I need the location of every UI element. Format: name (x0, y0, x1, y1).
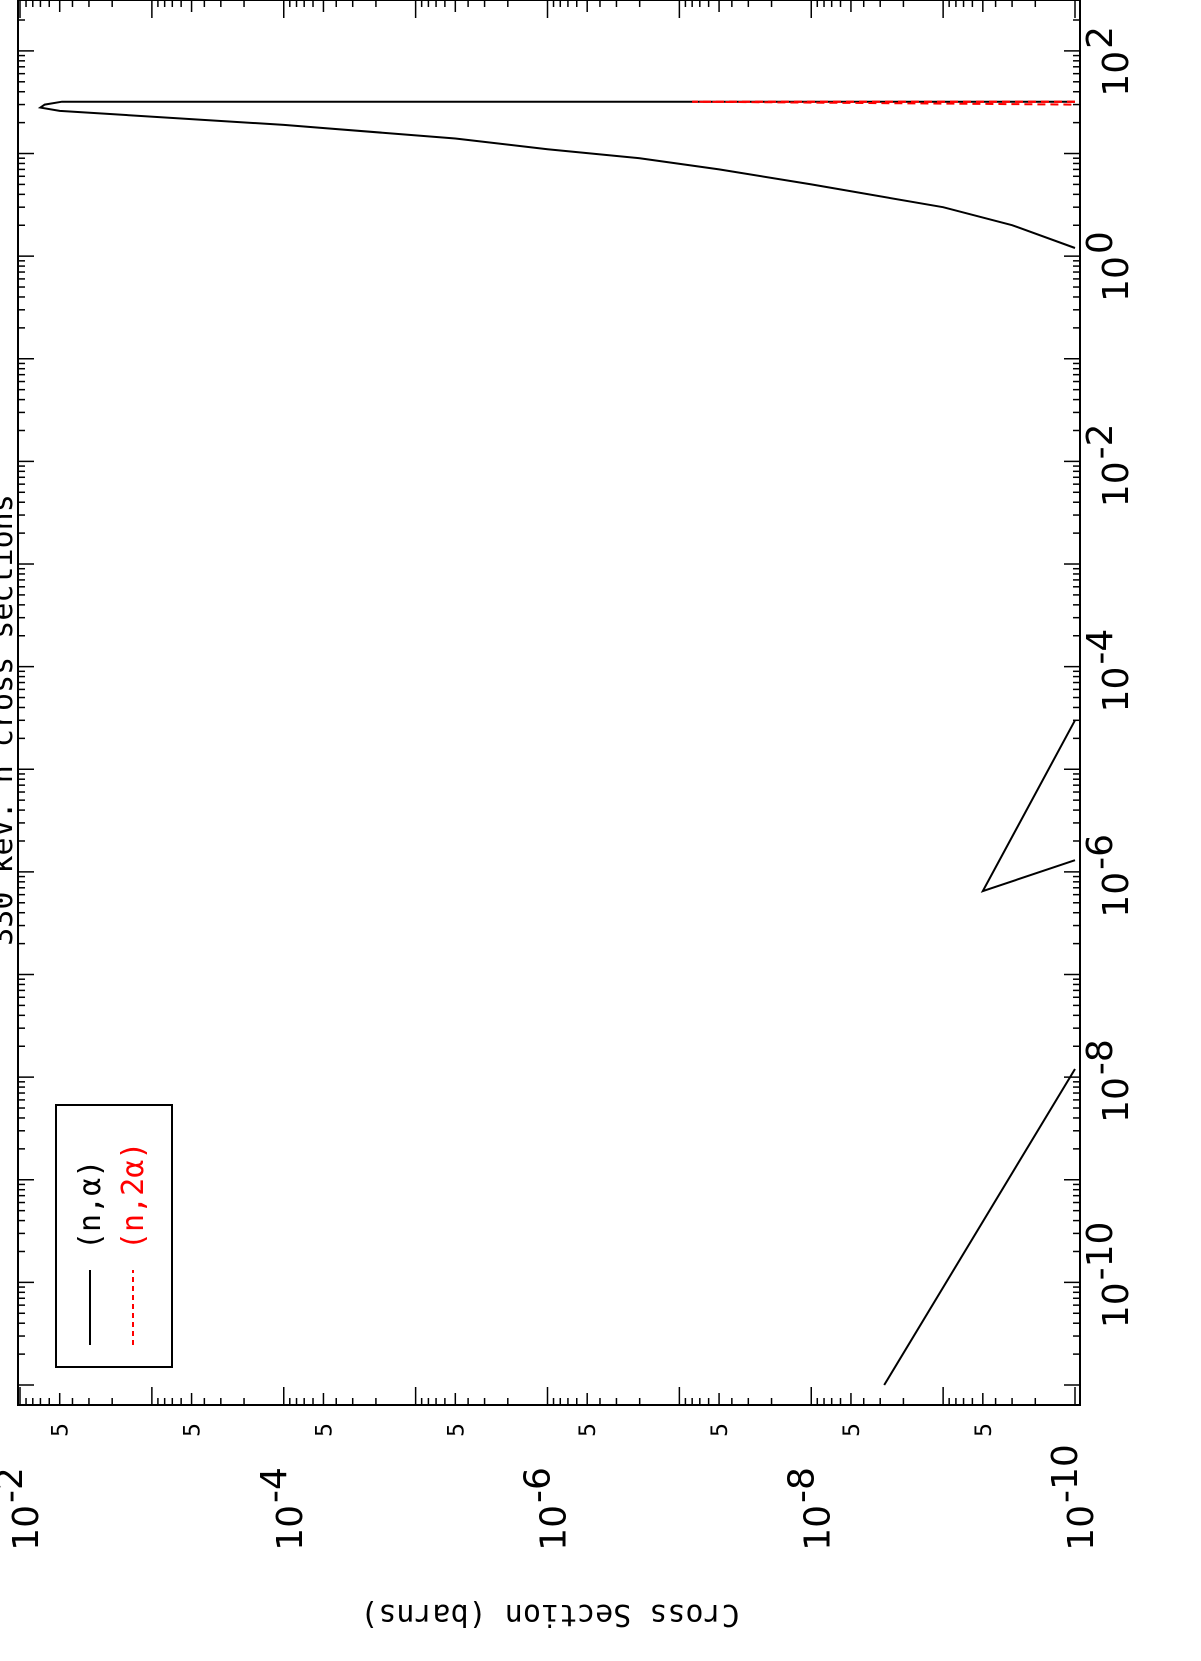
plot-frame (17, 0, 1081, 1406)
x-tick-label: 10-4 (1080, 629, 1137, 713)
y-tick-exponent: -8 (781, 1467, 822, 1503)
y-tick-exponent: -4 (254, 1467, 295, 1503)
x-tick-label: 10-6 (1080, 834, 1137, 918)
y-tick-label: 10-2 (0, 1467, 47, 1551)
series-line-0 (37, 100, 1076, 249)
y-tick-base: 10 (534, 1505, 575, 1551)
legend-label-n-alpha: (n,α) (73, 1160, 108, 1250)
x-tick-base: 10 (1096, 256, 1137, 302)
y-minor-label: 5 (840, 1423, 865, 1437)
x-tick-label: 10-10 (1080, 1222, 1137, 1329)
series-line-1 (692, 100, 1076, 106)
x-tick-exponent: -8 (1080, 1039, 1121, 1075)
y-minor-label: 5 (49, 1423, 74, 1437)
legend-box (55, 1104, 173, 1368)
series-line-0 (980, 719, 1076, 893)
y-tick-label: 10-10 (1045, 1444, 1102, 1551)
x-tick-base: 10 (1096, 667, 1137, 713)
tick-marks (18, 0, 1080, 1405)
y-tick-exponent: -2 (0, 1467, 31, 1503)
legend: (n,α) (n,2α) (55, 1104, 173, 1368)
y-minor-label: 5 (708, 1423, 733, 1437)
y-tick-exponent: -10 (1045, 1444, 1086, 1503)
x-tick-exponent: 2 (1080, 26, 1121, 49)
series-line-0 (883, 1068, 1076, 1386)
legend-label-n-2alpha: (n,2α) (116, 1142, 151, 1250)
x-tick-base: 10 (1096, 872, 1137, 918)
x-tick-base: 10 (1096, 1077, 1137, 1123)
series-lines (37, 100, 1076, 1386)
y-tick-base: 10 (6, 1505, 47, 1551)
x-tick-exponent: 0 (1080, 231, 1121, 254)
x-tick-label: 102 (1080, 26, 1137, 97)
y-tick-label: 10-4 (254, 1467, 311, 1551)
x-tick-exponent: -10 (1080, 1222, 1121, 1281)
x-tick-label: 100 (1080, 231, 1137, 302)
x-tick-label: 10-8 (1080, 1039, 1137, 1123)
y-minor-label: 5 (444, 1423, 469, 1437)
y-minor-label: 5 (972, 1423, 997, 1437)
x-tick-base: 10 (1096, 51, 1137, 97)
x-tick-base: 10 (1096, 1282, 1137, 1328)
x-tick-base: 10 (1096, 461, 1137, 507)
y-minor-label: 5 (576, 1423, 601, 1437)
y-tick-label: 10-8 (781, 1467, 838, 1551)
y-minor-label: 5 (312, 1423, 337, 1437)
y-minor-label: 5 (181, 1423, 206, 1437)
x-tick-exponent: -2 (1080, 423, 1121, 459)
chart-title: 330 keV. n cross sections (0, 494, 20, 946)
y-tick-base: 10 (797, 1505, 838, 1551)
x-tick-exponent: -4 (1080, 629, 1121, 665)
x-tick-label: 10-2 (1080, 423, 1137, 507)
y-tick-label: 10-6 (518, 1467, 575, 1551)
y-tick-base: 10 (1061, 1505, 1102, 1551)
y-tick-exponent: -6 (518, 1467, 559, 1503)
y-tick-base: 10 (270, 1505, 311, 1551)
x-tick-exponent: -6 (1080, 834, 1121, 870)
y-axis-title: Cross Section (barns) (360, 1597, 739, 1632)
